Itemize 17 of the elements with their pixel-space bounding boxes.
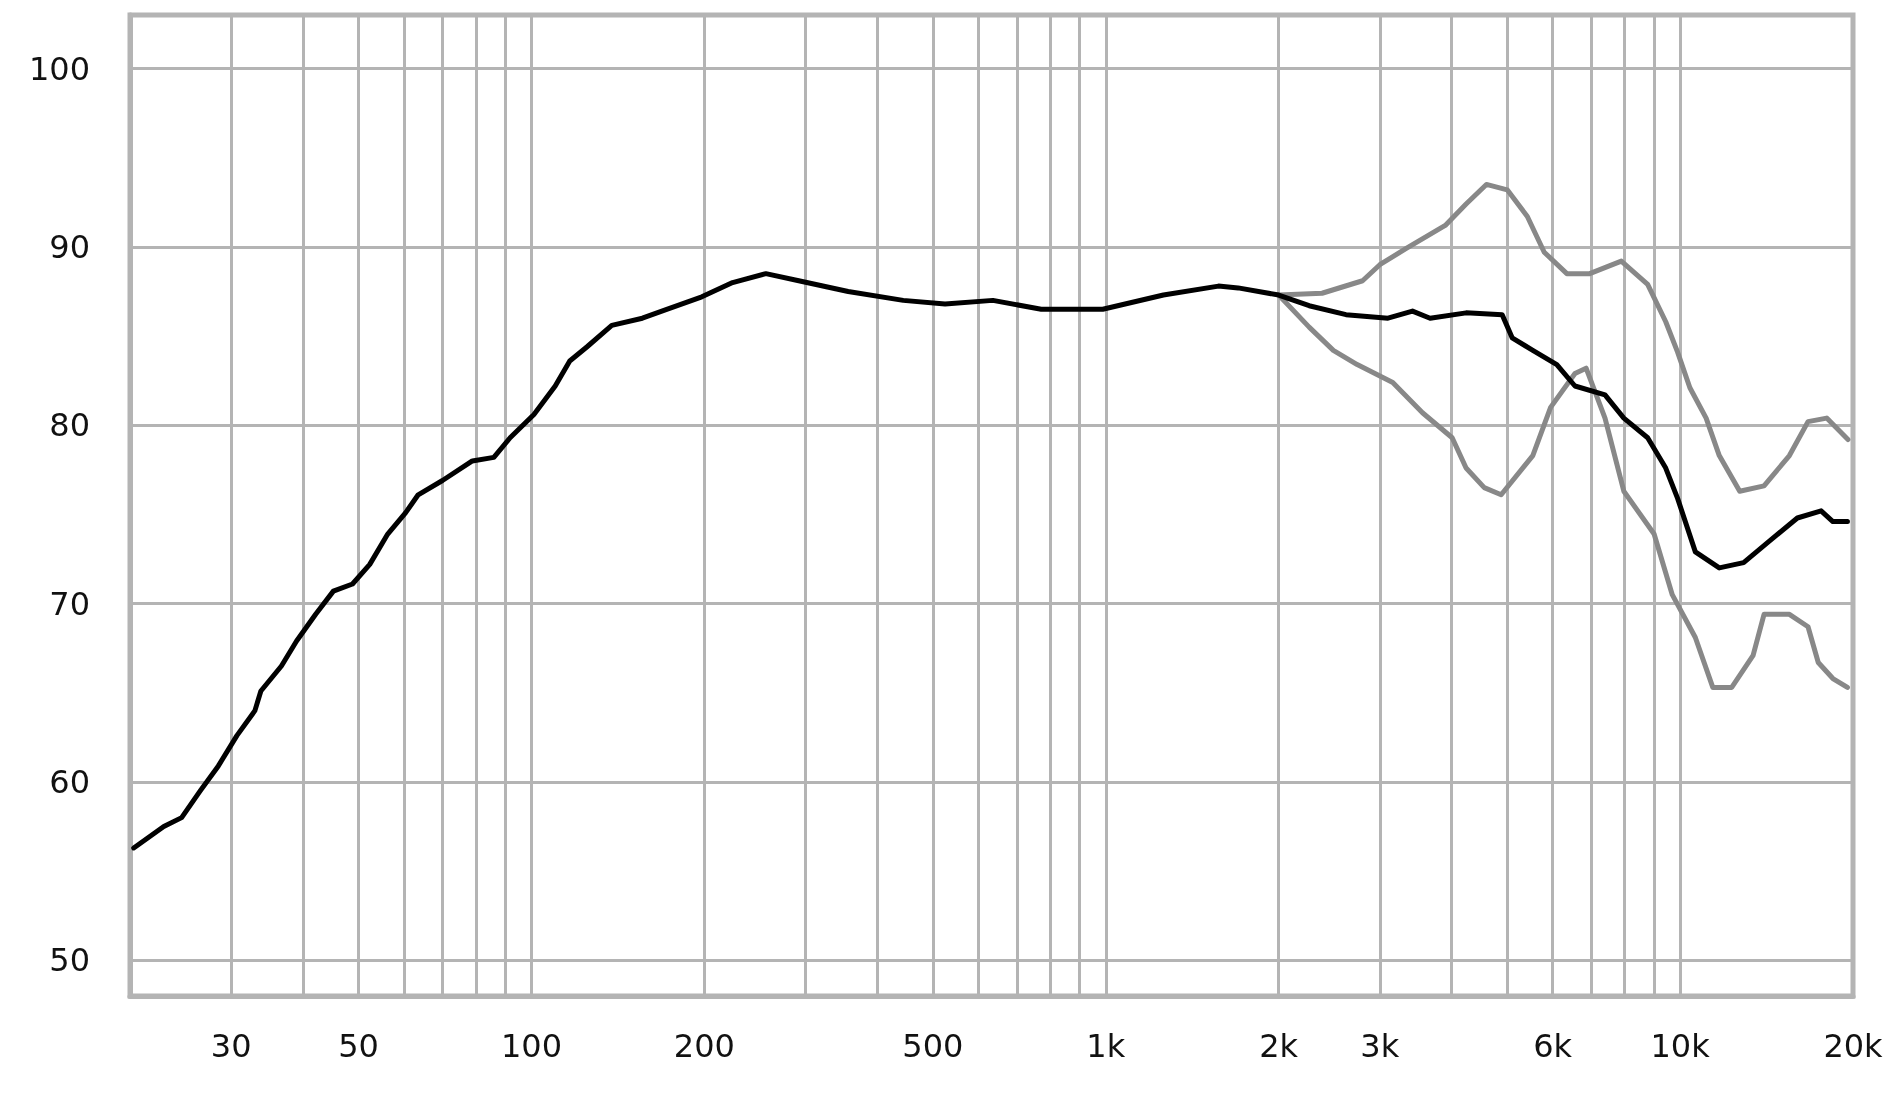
x-tick-label: 30 — [210, 1027, 252, 1065]
y-tick-label: 80 — [49, 406, 90, 445]
y-tick-label: 60 — [49, 762, 90, 801]
x-tick-label: 200 — [673, 1027, 735, 1065]
x-tick-label: 500 — [902, 1027, 964, 1065]
y-tick-label: 100 — [28, 49, 90, 88]
x-tick-label: 1k — [1086, 1027, 1126, 1065]
x-tick-label: 3k — [1360, 1027, 1400, 1065]
y-tick-label: 50 — [49, 941, 90, 980]
x-tick-label: 6k — [1533, 1027, 1573, 1065]
y-tick-label: 90 — [49, 227, 90, 266]
x-tick-label: 20k — [1823, 1027, 1884, 1065]
x-tick-label: 100 — [500, 1027, 562, 1065]
x-tick-label: 10k — [1650, 1027, 1711, 1065]
x-tick-label: 50 — [338, 1027, 379, 1065]
y-tick-label: 70 — [49, 584, 90, 623]
x-tick-label: 2k — [1259, 1027, 1299, 1065]
